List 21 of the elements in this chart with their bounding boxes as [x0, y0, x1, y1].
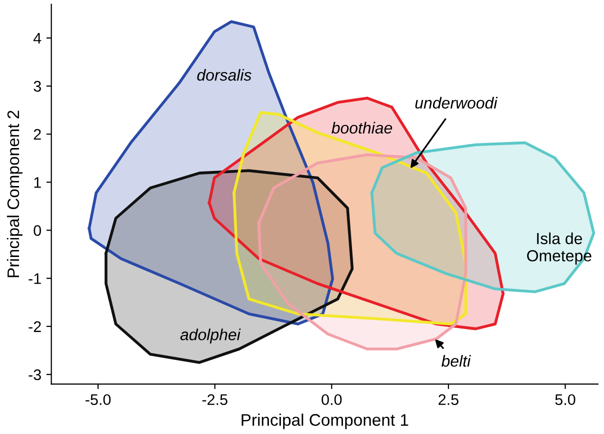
- x-tick-label: -5.0: [86, 394, 111, 406]
- y-tick-label: 2: [34, 128, 41, 140]
- x-tick-label: 2.5: [438, 394, 458, 406]
- x-tick-label: -2.5: [202, 394, 228, 406]
- annotation: Isla de Ometepe: [527, 232, 592, 265]
- y-tick-label: 0: [34, 225, 42, 236]
- y-tick-label: -1: [28, 273, 41, 284]
- y-tick-label: 4: [33, 33, 42, 44]
- annotation: dorsalis: [197, 69, 252, 81]
- y-axis-title: Principal Component 2: [6, 110, 22, 278]
- y-tick-label: -2: [28, 321, 41, 332]
- x-tick-label: 5.0: [555, 394, 576, 406]
- annotation: adolphei: [180, 328, 241, 344]
- annotation: boothiae: [332, 122, 392, 134]
- y-tick-label: 3: [34, 80, 41, 92]
- y-tick-label: 1: [34, 177, 41, 188]
- annotation: belti: [442, 355, 471, 367]
- x-tick-label: 0.0: [322, 394, 342, 406]
- annotation: underwoodi: [415, 96, 498, 109]
- y-tick-label: -3: [28, 369, 41, 380]
- x-axis-title: Principal Component 1: [242, 414, 408, 430]
